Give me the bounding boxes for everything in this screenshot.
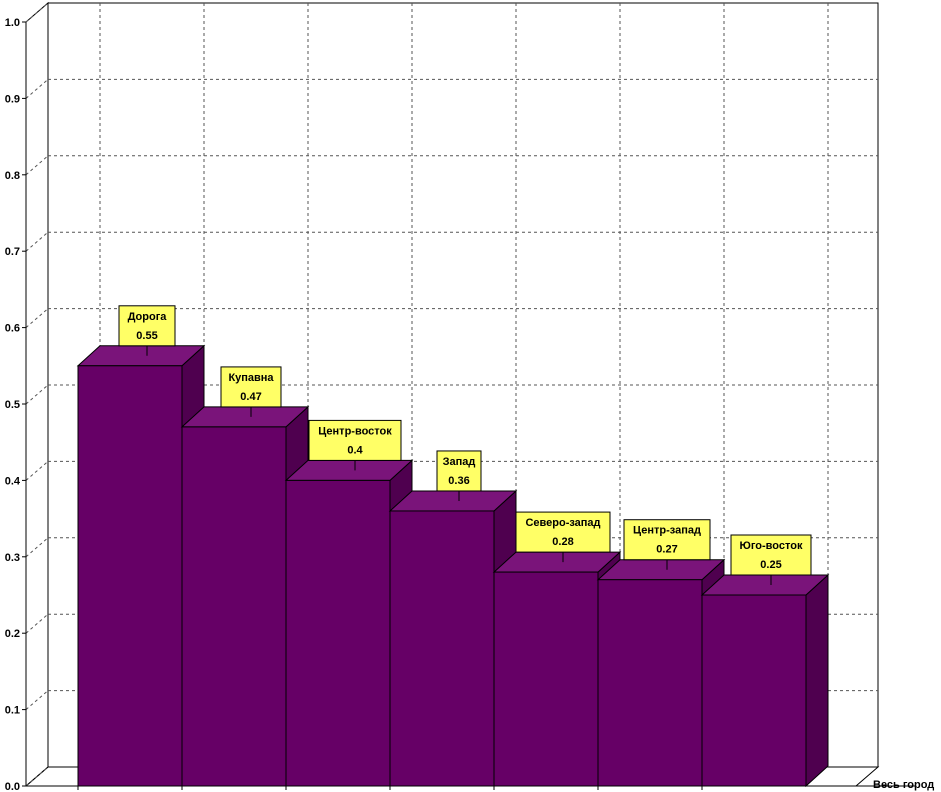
- bar-side: [805, 573, 829, 788]
- data-labels: Дорога 0.55 Купавна 0.47 Центр-восток 0.4 Запа…: [118, 305, 812, 585]
- bar-front: [597, 579, 703, 787]
- bar-top: [596, 559, 726, 581]
- data-label: Центр-восток 0.4: [308, 419, 402, 471]
- y-tick-label: 0.3: [5, 552, 20, 564]
- gridline-side: [25, 766, 49, 787]
- bar-front: [181, 426, 287, 787]
- y-tick-label: 0.5: [5, 399, 20, 411]
- category-label: Северо-запад: [525, 517, 600, 529]
- bar-top: [180, 406, 310, 428]
- value-label: 0.27: [656, 544, 677, 556]
- bar: [180, 405, 310, 788]
- bar-front: [389, 510, 495, 787]
- value-label: 0.4: [347, 444, 363, 456]
- label-box: [515, 511, 611, 553]
- value-label: 0.47: [240, 391, 261, 403]
- data-label: Дорога 0.55: [118, 305, 176, 356]
- y-tick-label: 1.0: [5, 17, 20, 29]
- bar-top: [492, 551, 622, 573]
- y-tick-label: 0.0: [5, 781, 20, 792]
- value-label: 0.28: [552, 536, 573, 548]
- gridline-side: [25, 537, 49, 558]
- gridline-side: [25, 2, 49, 23]
- bar: [700, 573, 830, 788]
- bar-front: [701, 594, 807, 787]
- data-label: Юго-восток 0.25: [730, 534, 812, 585]
- bar-top: [76, 345, 206, 367]
- y-tick-label: 0.6: [5, 323, 20, 335]
- category-label: Дорога: [128, 311, 168, 323]
- bar-front: [77, 365, 183, 787]
- bar-front: [285, 479, 391, 787]
- label-box: [730, 534, 812, 576]
- value-label: 0.25: [760, 559, 781, 571]
- bar-front: [493, 571, 599, 787]
- y-tick-label: 0.8: [5, 170, 20, 182]
- gridline-side: [25, 231, 49, 252]
- gridline-side: [25, 384, 49, 405]
- bars: [76, 344, 830, 788]
- bar-top: [700, 574, 830, 596]
- data-label: Центр-запад 0.27: [623, 519, 711, 570]
- category-label: Центр-восток: [318, 425, 392, 437]
- data-label: Северо-запад 0.28: [515, 511, 611, 563]
- series-label: Весь город: [873, 779, 934, 791]
- label-box: [308, 419, 402, 461]
- category-label: Юго-восток: [740, 540, 803, 552]
- y-tick-label: 0.1: [5, 705, 20, 717]
- gridline-side: [25, 308, 49, 328]
- bar-top: [388, 490, 518, 512]
- label-box: [623, 519, 711, 561]
- label-box: [118, 305, 176, 347]
- category-label: Центр-запад: [633, 525, 701, 537]
- value-label: 0.55: [136, 330, 157, 342]
- y-tick-label: 0.4: [5, 475, 21, 487]
- gridline-side: [25, 461, 49, 481]
- data-label: Купавна 0.47: [220, 366, 282, 417]
- gridline-side: [25, 613, 49, 634]
- label-box: [220, 366, 282, 408]
- y-tick-label: 0.7: [5, 246, 20, 258]
- label-box: [436, 450, 482, 492]
- gridline-side: [25, 690, 49, 710]
- y-tick-label: 0.9: [5, 93, 20, 105]
- gridline-side: [25, 79, 49, 99]
- category-label: Купавна: [228, 372, 274, 384]
- y-tick-label: 0.2: [5, 628, 20, 640]
- value-label: 0.36: [448, 475, 469, 487]
- bar-top: [284, 459, 414, 481]
- data-label: Запад 0.36: [436, 450, 482, 501]
- gridline-side: [25, 155, 49, 176]
- category-label: Запад: [443, 456, 476, 468]
